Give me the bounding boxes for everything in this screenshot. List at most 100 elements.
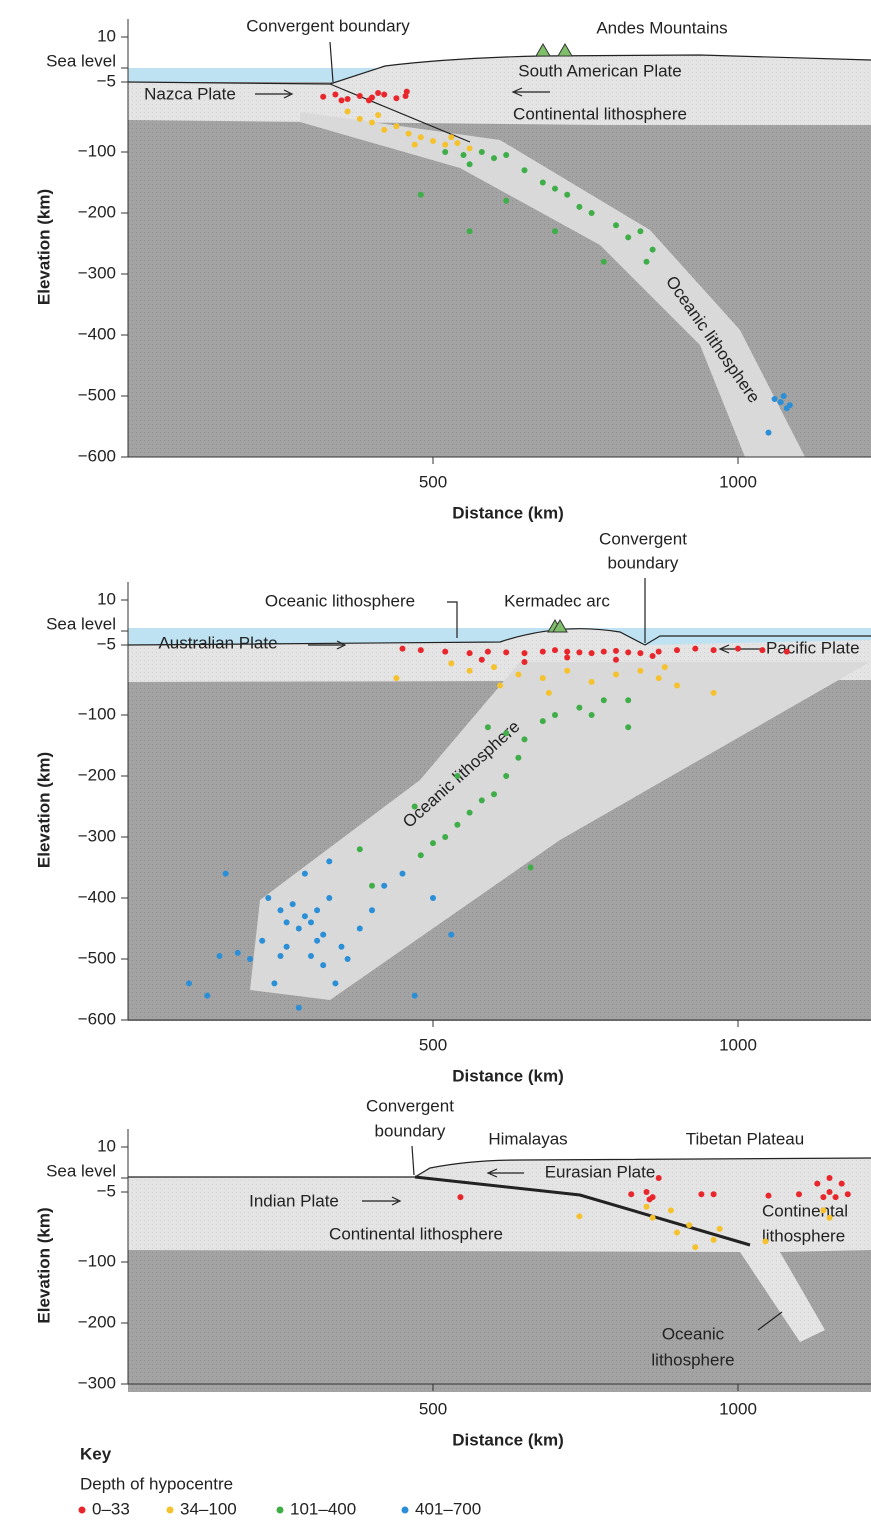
hypocentre-point — [521, 736, 528, 743]
hypocentre-point — [783, 648, 790, 655]
hypocentre-point — [716, 1225, 723, 1232]
hypocentre-point — [301, 913, 308, 920]
hypocentre-point — [613, 222, 619, 229]
hypocentre-point — [515, 754, 522, 761]
annotation: Continental lithosphere — [513, 104, 687, 123]
y-tick-label: 10 — [97, 1136, 116, 1155]
hypocentre-point — [576, 203, 583, 210]
hypocentre-point — [344, 108, 351, 115]
hypocentre-point — [277, 907, 284, 914]
hypocentre-point — [442, 834, 449, 840]
hypocentre-point — [613, 647, 619, 654]
sea — [128, 628, 871, 646]
hypocentre-point — [588, 210, 595, 216]
y-tick-label: −300 — [78, 263, 116, 282]
hypocentre-point — [283, 919, 290, 926]
annotation: Continental lithosphere — [329, 1224, 503, 1243]
y-tick-label: −100 — [78, 141, 116, 160]
hypocentre-point — [478, 797, 485, 804]
hypocentre-point — [692, 645, 699, 652]
arrow — [718, 644, 762, 654]
hypocentre-point — [466, 228, 473, 235]
annotation: lithosphere — [651, 1350, 734, 1369]
hypocentre-point — [381, 91, 388, 98]
hypocentre-point — [759, 647, 766, 654]
hypocentre-point — [247, 956, 253, 962]
hypocentre-point — [539, 648, 546, 655]
annotation: Convergent — [366, 1096, 454, 1115]
hypocentre-point — [466, 161, 473, 168]
hypocentre-point — [332, 980, 339, 987]
hypocentre-point — [356, 846, 363, 853]
hypocentre-point — [552, 712, 558, 718]
x-tick-label: 500 — [419, 1035, 447, 1054]
hypocentre-point — [411, 992, 418, 999]
annotation: boundary — [608, 553, 679, 572]
hypocentre-point — [369, 907, 375, 914]
hypocentre-point — [521, 167, 528, 174]
hypocentre-point — [491, 791, 497, 798]
surface — [128, 1157, 871, 1178]
pointer — [757, 1311, 783, 1331]
hypocentre-point — [454, 821, 461, 828]
hypocentre-point — [295, 1004, 302, 1011]
x-tick-label: 1000 — [719, 1399, 757, 1418]
hypocentre-point — [417, 191, 424, 198]
legend-marker — [401, 1506, 409, 1514]
annotation: Andes Mountains — [596, 18, 727, 37]
hypocentre-point — [826, 1175, 833, 1181]
hypocentre-point — [381, 882, 388, 889]
hypocentre-point — [417, 134, 424, 141]
y-tick-label: −200 — [78, 765, 116, 784]
hypocentre-point — [600, 697, 607, 704]
hypocentre-point — [403, 88, 410, 95]
hypocentre-point — [448, 931, 455, 938]
hypocentre-point — [613, 656, 619, 663]
hypocentre-point — [710, 647, 717, 654]
hypocentre-point — [762, 1238, 769, 1245]
hypocentre-point — [600, 258, 607, 265]
hypocentre-point — [478, 656, 485, 663]
hypocentre-point — [356, 93, 363, 99]
hypocentre-point — [393, 675, 400, 682]
hypocentre-point — [765, 429, 772, 436]
legend-marker — [276, 1506, 284, 1514]
hypocentre-point — [820, 1194, 827, 1201]
hypocentre-point — [637, 667, 644, 674]
hypocentre-point — [552, 647, 558, 654]
y-tick-label: −200 — [78, 202, 116, 221]
annotation: Oceanic — [662, 1324, 725, 1343]
hypocentre-point — [484, 648, 491, 655]
hypocentre-point — [649, 653, 656, 660]
y-tick-label: −600 — [78, 1009, 116, 1028]
hypocentre-point — [515, 671, 522, 678]
hypocentre-point — [259, 937, 266, 944]
hypocentre-point — [466, 650, 473, 657]
hypocentre-point — [710, 1236, 717, 1243]
hypocentre-point — [442, 141, 449, 148]
volcano — [552, 619, 568, 633]
hypocentre-point — [381, 126, 388, 133]
annotation: South American Plate — [518, 61, 681, 80]
hypocentre-point — [314, 937, 321, 944]
y-tick-label: 10 — [97, 26, 116, 45]
hypocentre-point — [460, 152, 467, 159]
hypocentre-point — [442, 648, 449, 655]
y-tick-label: 10 — [97, 589, 116, 608]
slab — [300, 112, 805, 457]
y-tick-label: Sea level — [46, 1161, 116, 1180]
hypocentre-point — [393, 123, 400, 130]
hypocentre-point — [826, 1189, 833, 1195]
y-tick-label: −200 — [78, 1312, 116, 1331]
hypocentre-point — [289, 901, 296, 908]
hypocentre-point — [503, 152, 510, 159]
slab — [250, 662, 870, 1000]
hypocentre-point — [216, 952, 223, 959]
annotation: Himalayas — [488, 1129, 567, 1148]
hypocentre-point — [332, 91, 339, 98]
y-tick-label: −400 — [78, 324, 116, 343]
hypocentre-point — [344, 95, 351, 102]
hypocentre-point — [365, 97, 372, 104]
hypocentre-point — [637, 650, 644, 657]
hypocentre-point — [667, 1207, 674, 1214]
